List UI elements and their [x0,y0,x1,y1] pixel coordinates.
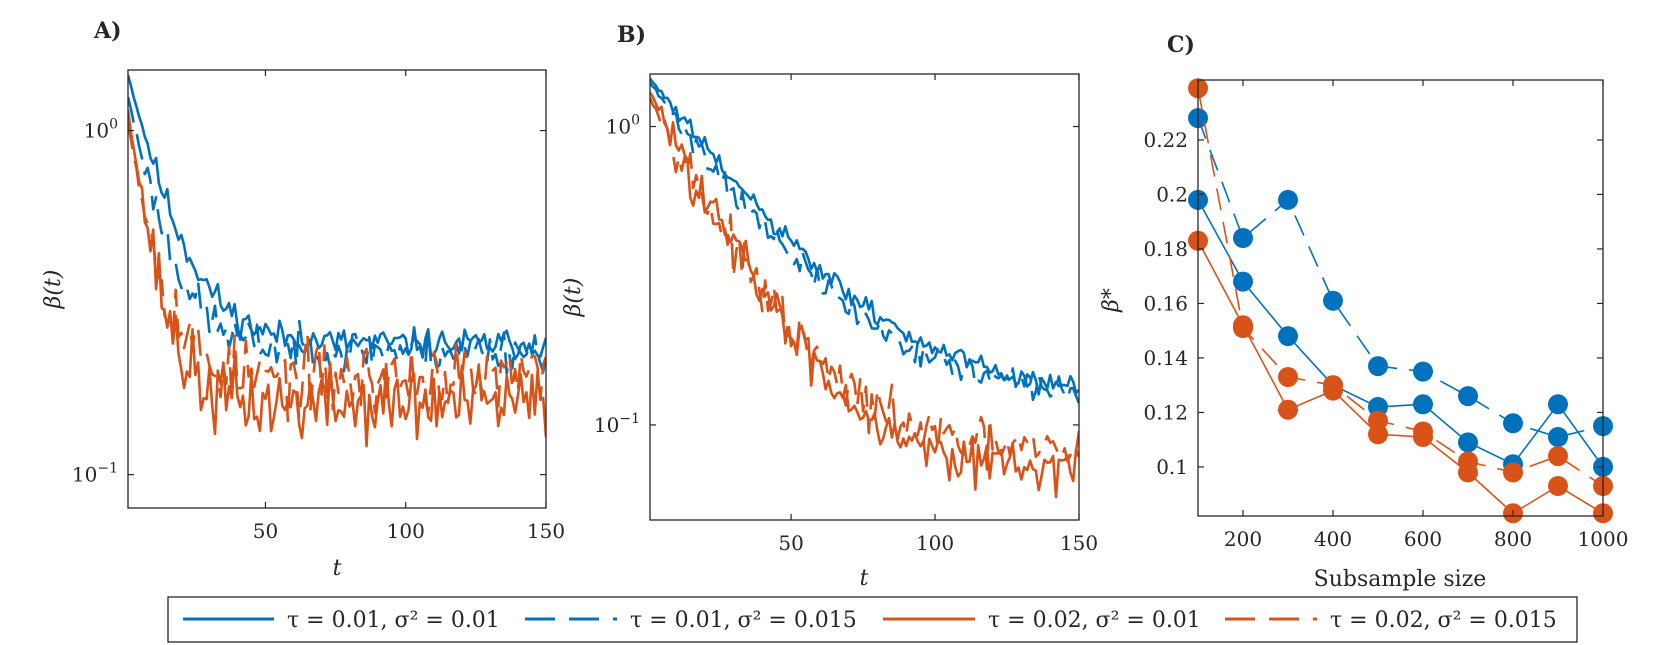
data-point-orange [1458,451,1478,472]
legend-label: τ = 0.02, σ² = 0.015 [1330,608,1557,633]
data-point-orange [1548,476,1568,496]
y-tick-label: 0.22 [1143,128,1188,152]
data-point-blue [1413,394,1433,415]
y-tick-label: 0.14 [1143,346,1188,370]
series-line-orange-dashed [1197,88,1604,487]
legend-entry: τ = 0.01, σ² = 0.01 [183,608,500,633]
series-line-blue-solid [1197,199,1604,468]
data-point-orange [1233,318,1253,338]
series-line-orange-solid [650,91,1079,499]
panel-c-axes-frame [1197,79,1604,517]
data-point-blue [1548,394,1568,415]
x-tick-label: 200 [1224,527,1262,551]
panel-c-series [1188,78,1613,524]
panel-a-xlabel: t [333,556,342,581]
panel-a: A) 50 100 150 10−1 100 t β(t) [41,18,565,581]
data-point-orange [1413,421,1433,442]
x-tick-label: 50 [253,519,278,543]
x-tick-label: 150 [527,519,565,543]
legend-label: τ = 0.02, σ² = 0.01 [988,608,1201,633]
series-line-blue-solid [128,74,546,361]
panel-c: C) 200 400 600 800 1000 0.1 0.12 0.14 0.16 0.18 0.… [1099,32,1628,592]
legend-label: τ = 0.01, σ² = 0.015 [630,608,857,633]
x-tick-label: 100 [387,519,425,543]
data-point-orange [1368,410,1388,431]
x-tick-label: 400 [1314,527,1352,551]
y-tick-label: 0.2 [1156,182,1188,206]
legend-entry: τ = 0.01, σ² = 0.015 [525,608,857,633]
panel-b-axes-frame [649,73,1080,521]
x-tick-label: 100 [916,531,954,555]
x-tick-label: 600 [1404,527,1442,551]
y-tick-label: 0.1 [1156,455,1188,479]
panel-c-ylabel: β* [1099,288,1124,313]
data-point-orange [1503,462,1523,483]
data-point-orange [1548,446,1568,467]
panel-a-axes-frame [127,69,547,509]
panel-b-xlabel: t [860,566,869,591]
y-tick-label: 0.12 [1143,400,1188,424]
data-point-blue [1233,228,1253,248]
y-tick-label: 0.16 [1143,291,1188,315]
y-tick-label: 100 [606,113,640,139]
panel-b-label: B) [617,22,646,48]
y-tick-label: 100 [84,117,118,143]
panel-c-label: C) [1167,32,1195,58]
data-point-blue [1413,361,1433,382]
data-point-blue [1368,356,1388,377]
y-tick-label: 10−1 [72,461,118,487]
x-tick-label: 800 [1494,527,1532,551]
y-tick-label: 0.18 [1143,237,1188,261]
series-line-blue-dashed [1197,117,1604,438]
series-line-blue-dashed [650,82,1079,404]
data-point-blue [1458,432,1478,453]
legend-box [167,596,1578,643]
panel-c-xlabel: Subsample size [1314,567,1487,592]
data-point-orange [1323,375,1343,396]
legend: τ = 0.01, σ² = 0.01 τ = 0.01, σ² = 0.015… [167,596,1578,643]
legend-label: τ = 0.01, σ² = 0.01 [287,608,500,633]
panel-a-series [128,74,546,448]
data-point-blue [1233,271,1253,292]
data-point-blue [1323,290,1343,311]
panel-a-label: A) [93,18,121,44]
panel-c-ticks: 200 400 600 800 1000 0.1 0.12 0.14 0.16 0.18 0.2 0.… [1143,80,1628,551]
x-tick-label: 150 [1060,531,1098,555]
series-line-orange-dashed [128,123,546,423]
panel-b-ylabel: β(t) [561,278,586,318]
legend-entry: τ = 0.02, σ² = 0.01 [883,608,1201,633]
data-point-orange [1368,424,1388,445]
panel-b: B) 50 100 150 10−1 100 t β(t) [561,22,1098,591]
x-tick-label: 50 [778,531,803,555]
panel-a-ticks: 50 100 150 10−1 100 [72,70,565,543]
legend-entry: τ = 0.02, σ² = 0.015 [1225,608,1557,633]
x-tick-label: 1000 [1578,527,1629,551]
panel-a-ylabel: β(t) [41,270,66,310]
panel-b-series [650,77,1079,499]
series-line-orange-solid [1197,240,1604,515]
data-point-orange [1278,367,1298,387]
series-line-blue-solid [650,77,1079,396]
data-point-orange [1278,399,1298,420]
data-point-blue [1458,386,1478,407]
data-point-blue [1503,413,1523,434]
data-point-blue [1278,326,1298,347]
data-point-blue [1278,189,1298,210]
panel-b-ticks: 50 100 150 10−1 100 [594,74,1098,555]
y-tick-label: 10−1 [594,411,640,437]
data-point-blue [1548,427,1568,447]
series-line-blue-dashed [128,96,546,378]
